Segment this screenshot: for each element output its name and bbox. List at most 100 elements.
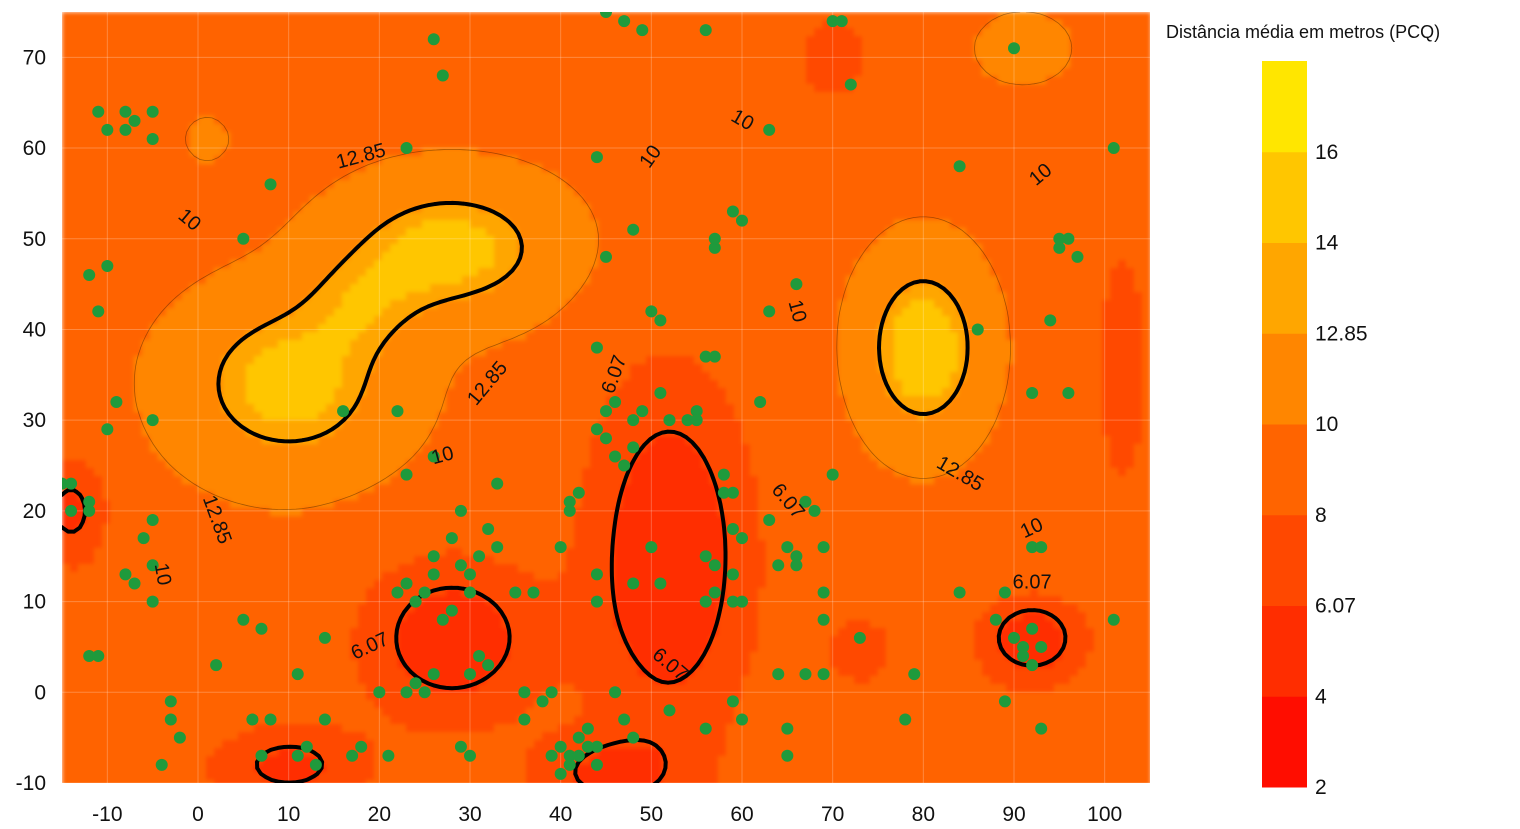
- contour-band-cell: [422, 308, 559, 317]
- sample-point: [83, 650, 96, 663]
- sample-point: [400, 577, 413, 590]
- contour-band-cell: [334, 308, 383, 317]
- sample-point: [618, 15, 631, 28]
- contour-band-cell: [862, 252, 983, 261]
- contour-band-cell: [230, 500, 335, 509]
- sample-point: [654, 314, 667, 327]
- sample-point: [708, 350, 721, 363]
- contour-band-cell: [750, 444, 863, 453]
- contour-band-cell: [894, 468, 959, 477]
- contour-band-cell: [62, 212, 295, 221]
- contour-band-cell: [1054, 620, 1087, 629]
- contour-band-cell: [438, 300, 567, 309]
- contour-band-cell: [94, 548, 447, 557]
- contour-band-cell: [998, 12, 1047, 21]
- sample-point: [482, 659, 495, 672]
- sample-point: [763, 513, 776, 526]
- contour-band-cell: [350, 652, 399, 661]
- contour-band-cell: [446, 388, 615, 397]
- contour-band-cell: [62, 284, 191, 293]
- colorbar-band: [1262, 333, 1307, 425]
- contour-band-cell: [366, 588, 447, 597]
- contour-band-cell: [854, 84, 1150, 93]
- contour-band-cell: [910, 300, 935, 309]
- contour-band-cell: [62, 516, 87, 525]
- contour-band-cell: [406, 228, 487, 237]
- colorbar-tick-label: 2: [1315, 776, 1327, 799]
- contour-band-cell: [614, 596, 727, 605]
- contour-band-cell: [1102, 428, 1143, 437]
- contour-band-cell: [982, 444, 1111, 453]
- contour-band-cell: [958, 380, 1007, 389]
- contour-band-cell: [1006, 652, 1063, 661]
- contour-band-cell: [62, 172, 351, 181]
- contour-band-cell: [62, 644, 351, 653]
- contour-band-cell: [366, 388, 447, 397]
- x-tick-label: 100: [1087, 803, 1122, 826]
- contour-band-cell: [1142, 300, 1150, 309]
- contour-band-cell: [686, 676, 743, 685]
- contour-band-cell: [518, 716, 575, 725]
- contour-band-cell: [502, 276, 591, 285]
- contour-band-cell: [62, 412, 143, 421]
- contour-band-cell: [366, 732, 543, 741]
- contour-band-cell: [390, 244, 495, 253]
- sample-point: [754, 396, 767, 409]
- contour-band-cell: [582, 468, 631, 477]
- sample-point: [726, 523, 739, 536]
- contour-band-cell: [758, 508, 1150, 517]
- contour-band-cell: [1102, 380, 1143, 389]
- contour-band-cell: [878, 332, 895, 341]
- contour-band-cell: [326, 764, 375, 773]
- contour-band-cell: [534, 572, 559, 581]
- contour-band-cell: [358, 276, 463, 285]
- contour-band-cell: [246, 252, 351, 261]
- contour-band-cell: [494, 236, 519, 245]
- sample-point: [436, 613, 449, 626]
- contour-band-cell: [446, 548, 463, 557]
- contour-band-cell: [590, 212, 1150, 221]
- contour-band-cell: [734, 700, 1150, 709]
- contour-band-cell: [966, 460, 1111, 469]
- contour-band-cell: [182, 292, 311, 301]
- contour-band-cell: [718, 484, 759, 493]
- contour-band-cell: [334, 180, 567, 189]
- contour-band-cell: [1102, 340, 1143, 349]
- contour-band-cell: [734, 708, 1150, 717]
- sample-point: [600, 250, 612, 263]
- contour-band-cell: [134, 404, 223, 413]
- sample-point: [826, 468, 839, 481]
- contour-band-cell: [406, 724, 495, 733]
- contour-band-cell: [1094, 636, 1150, 645]
- contour-band-cell: [62, 156, 199, 165]
- contour-line-10: [133, 12, 1073, 510]
- contour-band-cell: [62, 780, 215, 783]
- contour-band-cell: [574, 508, 615, 517]
- contour-band-cell: [62, 84, 815, 93]
- sample-point: [590, 151, 603, 164]
- contour-band-cell: [742, 428, 855, 437]
- contour-band-cell: [342, 300, 391, 309]
- contour-band-cell: [398, 468, 583, 477]
- contour-band-cell: [110, 500, 231, 509]
- contour-band-cell: [710, 372, 839, 381]
- contour-band-cell: [1062, 636, 1095, 645]
- sample-point: [590, 740, 603, 753]
- contour-band-cell: [742, 420, 855, 429]
- sample-point: [146, 414, 159, 427]
- contour-band-cell: [990, 20, 1063, 29]
- contour-band-cell: [358, 396, 447, 405]
- contour-band-cell: [998, 76, 1047, 85]
- contour-band-cell: [222, 388, 247, 397]
- contour-band-cell: [62, 772, 207, 781]
- contour-band-cell: [62, 460, 87, 469]
- contour-band-cell: [574, 540, 615, 549]
- colorbar-tick-label: 6.07: [1315, 595, 1356, 618]
- contour-band-cell: [950, 396, 1007, 405]
- contour-band-cell: [854, 676, 871, 685]
- sample-point: [427, 550, 440, 563]
- contour-band-cell: [62, 548, 95, 557]
- contour-band-cell: [718, 780, 1150, 783]
- contour-band-cell: [62, 340, 143, 349]
- contour-band-cell: [1070, 60, 1150, 69]
